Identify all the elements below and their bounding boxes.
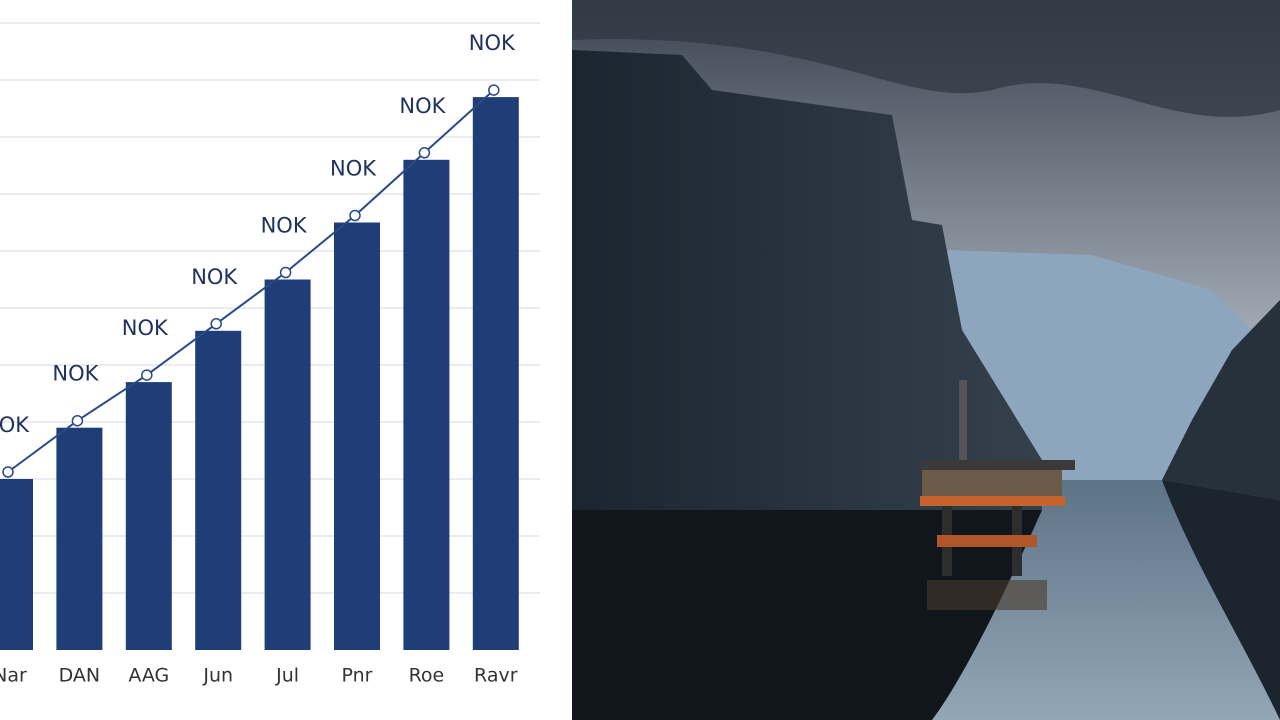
bar xyxy=(264,279,311,650)
x-tick-label: Roe xyxy=(409,665,445,687)
fjord-photo xyxy=(572,0,1280,720)
point xyxy=(2,466,14,478)
data-label: NOK xyxy=(52,362,99,386)
point xyxy=(141,369,153,381)
data-label: NOK xyxy=(469,31,516,55)
bar xyxy=(56,427,103,650)
x-tick-label: Jun xyxy=(202,665,233,687)
data-label: NOK xyxy=(261,214,308,238)
x-tick-label: Nar xyxy=(0,665,27,687)
oil-rig xyxy=(920,380,1075,610)
bar xyxy=(403,159,450,651)
data-label: NOK xyxy=(0,413,30,437)
data-label: NOK xyxy=(122,316,169,340)
chart: NOK Nar NOK DAN NOK AAG NOK Jun NOK Jul NOK Pnr NOK R… xyxy=(0,22,540,687)
bar xyxy=(334,222,380,650)
x-tick-label: DAN xyxy=(59,665,101,687)
trend-line xyxy=(7,89,495,473)
data-label: NOK xyxy=(191,265,238,289)
data-label: NOK xyxy=(399,94,446,118)
x-tick-label: Ravr xyxy=(474,665,518,687)
point xyxy=(71,414,84,427)
x-tick-label: Jul xyxy=(275,665,299,687)
bar xyxy=(125,382,172,650)
point xyxy=(279,266,292,279)
point xyxy=(488,84,500,96)
bar xyxy=(0,479,33,650)
data-label: NOK xyxy=(330,157,377,181)
bar xyxy=(472,97,519,651)
point xyxy=(210,318,222,330)
point xyxy=(418,147,431,159)
bar xyxy=(195,330,242,650)
x-tick-label: AAG xyxy=(128,665,169,687)
x-tick-label: Pnr xyxy=(342,665,373,687)
point xyxy=(349,209,361,222)
